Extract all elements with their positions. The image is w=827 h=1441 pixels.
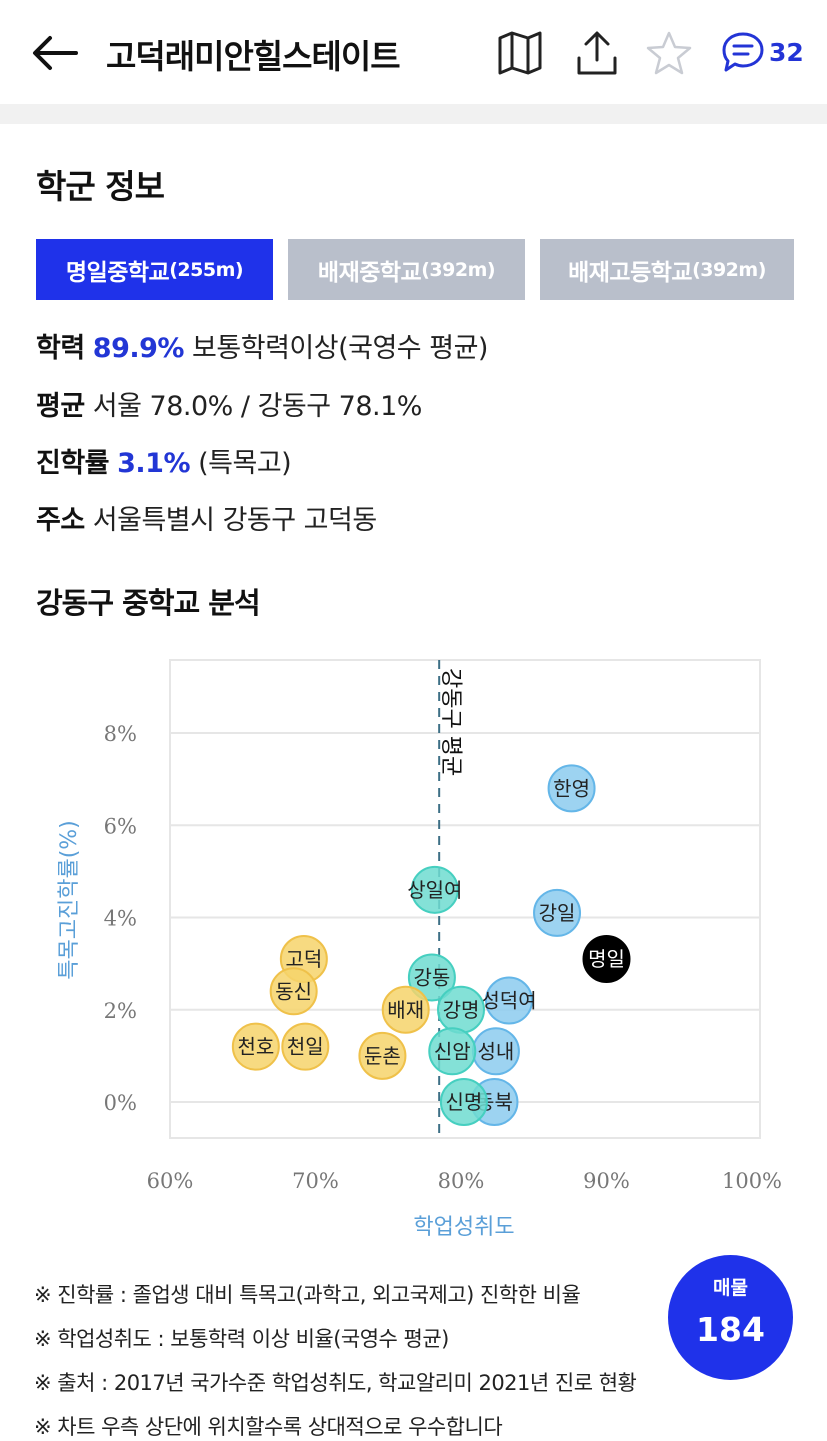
tab-label: 배재고등학교: [568, 259, 693, 286]
data-label: 한영: [553, 776, 590, 800]
note-line: ※ 차트 우측 상단에 위치할수록 상대적으로 우수합니다: [34, 1415, 503, 1439]
listings-label: 매물: [713, 1277, 748, 1299]
tab-label: 명일중학교: [65, 259, 170, 286]
address-label: 주소: [36, 505, 85, 536]
data-point-둔촌: [358, 1031, 407, 1080]
y-tick-label: 2%: [104, 999, 137, 1023]
data-label: 강명: [443, 998, 480, 1022]
tab-label: 배재중학교: [317, 259, 422, 286]
page-title: 고덕래미안힐스테이트: [106, 37, 401, 76]
data-point-상일여: [410, 865, 459, 914]
average-value: 서울 78.0% / 강동구 78.1%: [92, 391, 423, 422]
analysis-title: 강동구 중학교 분석: [36, 586, 261, 620]
data-label: 성덕여: [481, 989, 536, 1013]
data-point-배재: [381, 985, 430, 1034]
data-label: 동신: [275, 979, 312, 1003]
advancement-desc: (특목고): [198, 448, 292, 479]
tab-baejae-high[interactable]: 배재고등학교 (392m): [540, 239, 794, 300]
academic-info: 학력 89.9% 보통학력이상(국영수 평균): [36, 326, 488, 365]
data-point-성덕여: [485, 976, 534, 1025]
y-tick-label: 8%: [104, 722, 137, 746]
advancement-info: 진학률 3.1% (특목고): [36, 441, 292, 480]
advancement-label: 진학률: [36, 448, 110, 479]
address-info: 주소 서울특별시 강동구 고덕동: [36, 498, 377, 537]
x-axis-label: 학업성취도: [413, 1215, 514, 1240]
y-axis-label: 특목고진학률(%): [57, 820, 82, 980]
note-line: ※ 진학률 : 졸업생 대비 특목고(과학고, 외고국제고) 진학한 비율: [34, 1283, 581, 1307]
school-tabs: 명일중학교 (255m) 배재중학교 (392m) 배재고등학교 (392m): [36, 239, 794, 300]
tab-distance: (392m): [421, 258, 496, 281]
x-tick-label: 70%: [292, 1169, 339, 1193]
address-value: 서울특별시 강동구 고덕동: [92, 505, 377, 536]
scatter-chart: 0% 2% 4% 6% 8% 60% 70% 80% 90% 100% 학업성취도 특목고진학률(%)…: [57, 659, 782, 1240]
data-label: 고덕: [285, 947, 322, 971]
note-line: ※ 학업성취도 : 보통학력 이상 비율(국영수 평균): [34, 1327, 449, 1351]
x-tick-label: 80%: [438, 1169, 485, 1193]
x-tick-label: 90%: [583, 1169, 630, 1193]
data-point-신암: [428, 1027, 477, 1076]
data-label: 명일: [588, 947, 625, 971]
data-point-동신: [269, 967, 318, 1016]
tab-distance: (392m): [692, 258, 766, 281]
listings-count: 184: [696, 1310, 765, 1349]
tab-distance: (255m): [169, 258, 244, 281]
data-point-천일: [281, 1022, 330, 1071]
x-tick-label: 60%: [147, 1169, 194, 1193]
star-icon[interactable]: [646, 30, 692, 76]
average-info: 평균 서울 78.0% / 강동구 78.1%: [36, 384, 422, 423]
data-point-천호: [231, 1022, 280, 1071]
academic-label: 학력: [36, 333, 85, 364]
data-label: 상일여: [407, 878, 462, 902]
academic-value: 89.9%: [92, 333, 185, 364]
data-label: 천일: [287, 1035, 324, 1059]
data-label: 신명: [446, 1090, 483, 1114]
note-line: ※ 출처 : 2017년 국가수준 학업성취도, 학교알리미 2021년 진로 …: [34, 1371, 637, 1395]
share-icon[interactable]: [574, 30, 620, 76]
y-tick-label: 0%: [104, 1091, 137, 1115]
data-point-명일: [582, 935, 631, 984]
y-tick-label: 6%: [104, 814, 137, 838]
school-section-title: 학군 정보: [36, 167, 165, 206]
section-divider: [0, 104, 827, 124]
y-tick-label: 4%: [104, 907, 137, 931]
data-label: 성내: [478, 1039, 515, 1063]
data-label: 둔촌: [364, 1044, 401, 1068]
comment-count[interactable]: 32: [769, 38, 804, 67]
listings-button[interactable]: 매물 184: [668, 1255, 793, 1380]
back-arrow-icon[interactable]: [30, 34, 78, 72]
comment-icon[interactable]: [720, 30, 766, 76]
map-book-icon[interactable]: [497, 30, 543, 76]
average-label: 평균: [36, 391, 85, 422]
data-point-강일: [533, 888, 582, 937]
data-label: 천호: [237, 1035, 274, 1059]
tab-baejae-middle[interactable]: 배재중학교 (392m): [288, 239, 525, 300]
data-label: 강일: [539, 901, 576, 925]
top-app-bar: 고덕래미안힐스테이트 32: [0, 0, 827, 104]
data-label: 배재: [387, 998, 424, 1022]
academic-desc: 보통학력이상(국영수 평균): [192, 333, 488, 364]
x-tick-label: 100%: [722, 1169, 782, 1193]
data-point-한영: [547, 764, 596, 813]
tab-myeongil-middle[interactable]: 명일중학교 (255m): [36, 239, 273, 300]
data-label: 강동: [413, 965, 450, 989]
data-label: 신암: [434, 1039, 471, 1063]
advancement-value: 3.1%: [117, 448, 191, 479]
data-point-강동: [407, 953, 456, 1002]
reference-line-label: 강동구 평균: [438, 668, 463, 776]
data-point-신명: [439, 1078, 488, 1126]
